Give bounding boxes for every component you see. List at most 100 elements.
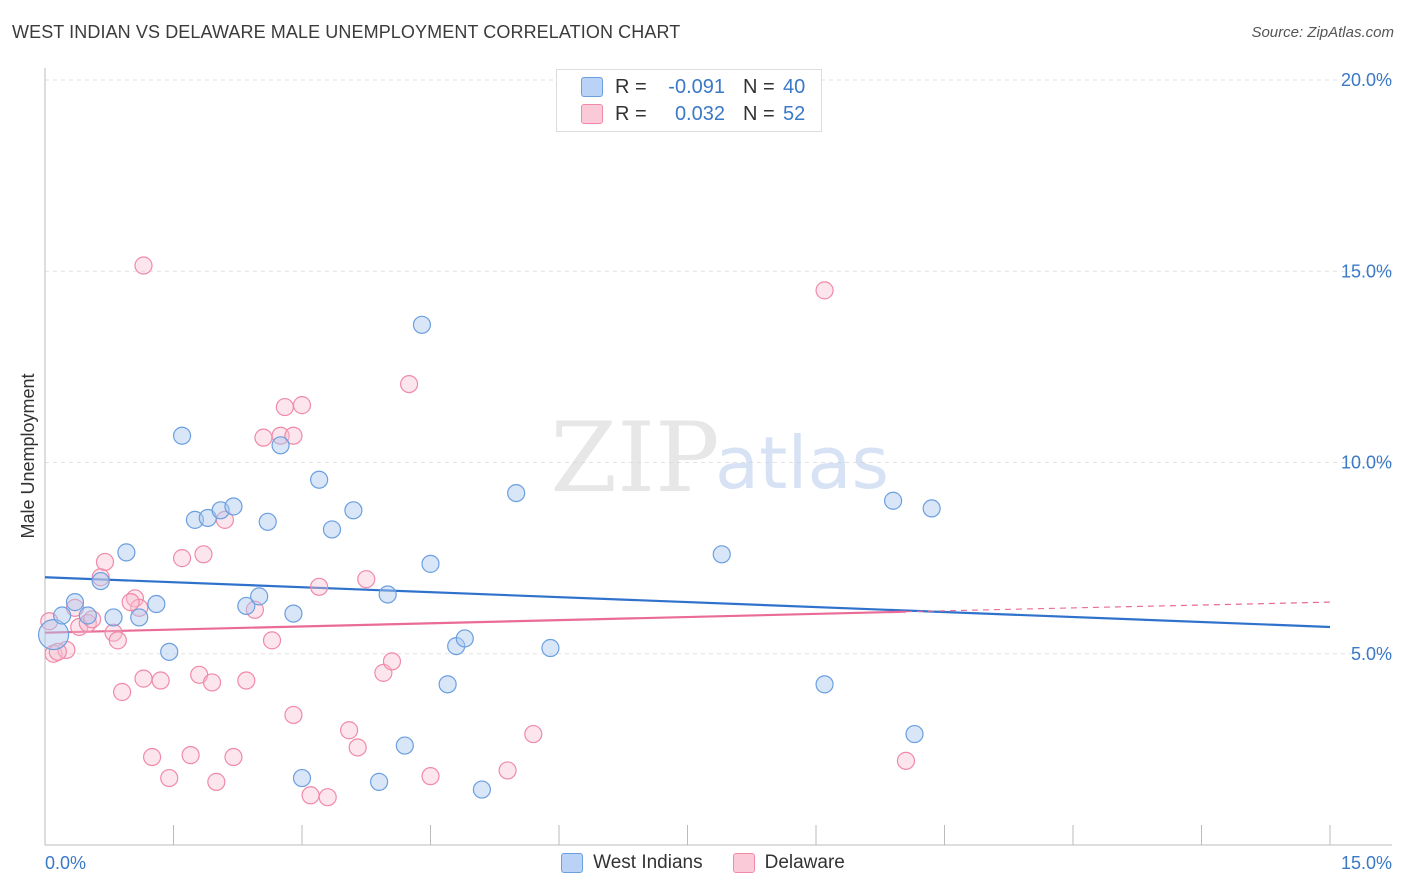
point-west-indians [78,606,97,625]
stats-row-west-indians: R = -0.091 N = 40 [581,75,805,99]
chart-source: Source: ZipAtlas.com [1251,24,1394,41]
point-west-indians [310,470,329,489]
stats-legend: R = -0.091 N = 40 R = 0.032 N = 52 [556,69,822,132]
y-axis-label: Male Unemployment [18,373,38,538]
legend-label: Delaware [764,852,845,873]
point-delaware [95,552,115,572]
trend-line-west-indians [44,576,1331,629]
y-tick-label: 10.0% [1341,453,1392,473]
point-west-indians [91,571,110,591]
legend-label: West Indians [593,852,703,873]
point-west-indians [117,543,136,562]
point-delaware [121,593,140,612]
point-delaware [202,673,222,692]
point-west-indians [712,545,731,564]
x-tick-label: 0.0% [45,853,86,873]
point-delaware [292,396,312,415]
point-delaware [284,705,303,725]
point-west-indians [224,497,243,516]
point-west-indians [421,554,440,573]
n-label: N = [743,102,775,125]
point-delaware [134,256,153,275]
point-delaware [284,426,303,445]
point-delaware [524,724,543,744]
n-value: 52 [783,102,806,125]
n-value: 40 [783,75,806,98]
point-west-indians [541,638,560,658]
y-tick-label: 15.0% [1341,261,1392,281]
chart-title: WEST INDIAN VS DELAWARE MALE UNEMPLOYMEN… [12,22,681,42]
point-delaware [172,549,192,568]
point-delaware [340,721,359,740]
data-points [37,256,941,807]
point-west-indians [507,484,526,503]
x-tick-label: 15.0% [1341,853,1392,873]
r-value: 0.032 [674,102,725,125]
point-delaware [254,428,273,447]
point-delaware [271,426,290,445]
axes [44,68,1392,846]
point-west-indians [412,315,432,334]
swatch-west-indians [581,77,603,97]
point-west-indians [292,768,312,788]
n-label: N = [743,75,775,98]
point-west-indians [258,512,277,531]
swatch-delaware [732,853,755,873]
trend-line-delaware-extension [905,601,1331,613]
r-label: R = [615,75,647,98]
y-tick-label: 20.0% [1341,70,1392,90]
point-delaware [896,751,916,770]
point-west-indians [370,772,389,791]
point-delaware [399,374,419,394]
point-delaware [348,738,367,757]
point-delaware [207,772,226,791]
point-west-indians [37,619,70,651]
point-west-indians [65,593,85,612]
point-delaware [224,747,243,767]
point-west-indians [472,780,491,799]
swatch-west-indians [561,853,584,873]
r-label: R = [615,102,647,125]
watermark-atlas: atlas [715,421,889,505]
swatch-delaware [581,104,603,124]
point-delaware [357,570,376,589]
point-delaware [318,788,337,807]
point-west-indians [395,736,414,755]
legend-item-delaware[interactable]: Delaware [732,852,845,874]
point-delaware [815,281,834,300]
point-west-indians [922,499,941,518]
point-west-indians [160,642,179,661]
point-west-indians [815,675,834,694]
point-delaware [237,671,256,690]
grid-lines [45,79,1392,655]
tick-labels: 5.0% 10.0% 15.0% 20.0% 0.0% 15.0% [45,70,1392,873]
point-delaware [112,682,132,702]
legend-item-west-indians[interactable]: West Indians [561,852,703,874]
point-delaware [151,671,170,690]
point-delaware [245,600,264,619]
point-west-indians [104,608,123,627]
watermark-zip: ZIP [550,402,719,514]
point-delaware [142,747,162,767]
point-delaware [310,577,329,596]
point-west-indians [130,608,149,627]
stats-row-delaware: R = 0.032 N = 52 [581,102,805,126]
point-delaware [181,746,200,765]
point-delaware [108,631,127,650]
point-west-indians [53,606,72,625]
point-west-indians [322,520,342,539]
point-delaware [301,786,320,805]
point-west-indians [237,596,256,616]
point-west-indians [883,491,903,510]
point-west-indians [147,594,166,614]
point-west-indians [284,604,303,623]
r-value: -0.091 [668,75,725,98]
point-delaware [421,767,440,786]
point-west-indians [250,587,269,606]
point-delaware [275,397,294,417]
point-west-indians [271,436,290,455]
point-delaware [262,631,282,650]
point-west-indians [344,501,363,520]
y-tick-label: 5.0% [1351,644,1392,664]
